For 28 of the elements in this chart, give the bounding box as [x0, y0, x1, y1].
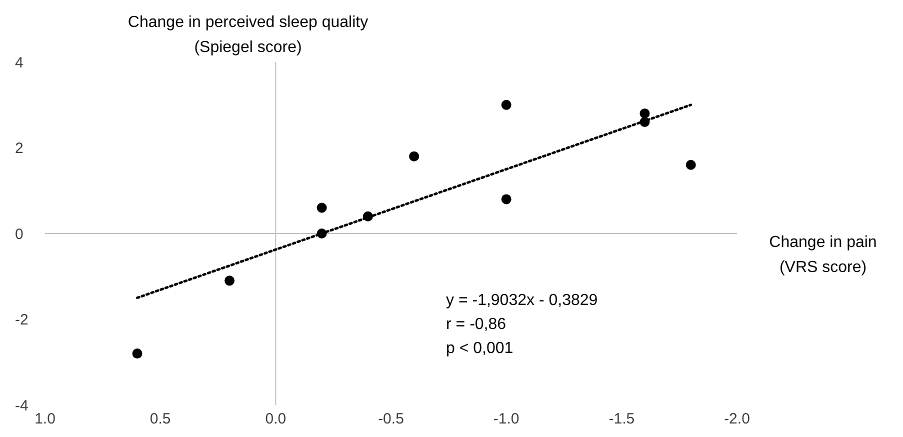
point [316, 228, 327, 238]
x-tick-label: -1.5 [608, 410, 635, 428]
x-tick-label: 1.0 [34, 410, 56, 428]
point [224, 276, 235, 286]
point [501, 100, 512, 110]
point [640, 108, 650, 118]
point [132, 348, 142, 359]
point [362, 211, 373, 222]
y-tick-label: 0 [15, 226, 24, 243]
point [640, 117, 650, 128]
x-tick-label: -2.0 [724, 410, 750, 428]
point [686, 160, 696, 170]
y-tick-label: -2 [15, 312, 28, 329]
point [409, 151, 420, 162]
annotation: y = -1,9032x - 0,3829 [446, 291, 598, 311]
point [316, 202, 327, 213]
annotation: p < 0,001 [446, 339, 514, 359]
x-tick-label: -0.5 [378, 410, 404, 428]
x-axis-title: Change in pain (VRS score) [768, 233, 878, 278]
point [501, 194, 512, 204]
annotation: r = -0,86 [446, 315, 506, 335]
y-tick-label: -4 [15, 397, 28, 414]
y-tick-label: 4 [15, 54, 24, 72]
y-tick-label: 2 [15, 140, 24, 158]
x-tick-label: 0.5 [150, 410, 171, 428]
y-axis-title: Change in perceived sleep quality (Spiegel score) [126, 13, 370, 58]
x-tick-label: -1.0 [493, 410, 520, 428]
x-tick-label: 0.0 [265, 410, 286, 428]
